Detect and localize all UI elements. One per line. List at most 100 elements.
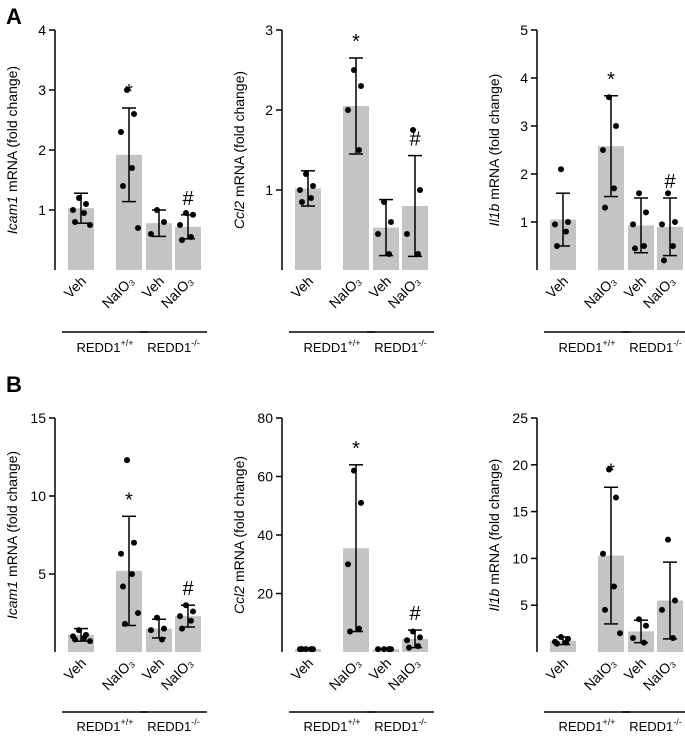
y-tick-label: 15 <box>512 504 528 520</box>
y-tick-label: 20 <box>257 586 273 602</box>
data-point <box>670 634 676 641</box>
group-label: REDD1+/+ <box>558 717 615 734</box>
y-axis-label: Il1b mRNA (fold change) <box>486 459 502 612</box>
significance-mark: * <box>607 69 615 91</box>
y-label-gene: Icam1 <box>4 581 20 619</box>
data-point <box>83 201 89 207</box>
data-point <box>415 251 421 257</box>
data-point <box>161 625 167 632</box>
y-tick-label: 2 <box>265 102 273 118</box>
y-tick-label: 1 <box>38 202 46 218</box>
data-point <box>356 625 362 632</box>
y-label-text: mRNA (fold change) <box>486 459 502 585</box>
x-tick-label: NaIO₃ <box>385 273 423 311</box>
data-point <box>177 222 183 228</box>
data-point <box>351 467 357 474</box>
group-genotype: -/- <box>673 717 682 727</box>
data-point <box>410 628 416 635</box>
y-tick-label: 10 <box>30 488 46 504</box>
bar <box>550 640 576 652</box>
group-name: REDD1 <box>374 719 418 734</box>
group-label: REDD1+/+ <box>76 717 133 734</box>
data-point <box>643 622 649 629</box>
bar <box>146 628 172 652</box>
significance-mark: # <box>182 578 194 600</box>
x-tick-label: NaIO₃ <box>581 273 619 311</box>
data-point <box>129 571 135 577</box>
significance-mark: * <box>352 31 360 53</box>
y-axis-label: Ccl2 mRNA (fold change) <box>231 71 247 229</box>
x-tick-label: Veh <box>61 273 89 301</box>
y-tick-label: 3 <box>265 22 273 38</box>
data-point <box>76 627 82 634</box>
data-point <box>636 190 642 197</box>
group-name: REDD1 <box>147 719 191 734</box>
data-point <box>356 147 362 153</box>
group-genotype: -/- <box>418 717 427 727</box>
significance-mark: # <box>409 129 421 151</box>
data-point <box>87 222 93 228</box>
data-point <box>161 219 167 225</box>
data-point <box>630 221 636 228</box>
y-tick-label: 20 <box>512 457 528 473</box>
y-label-gene: Il1b <box>486 204 502 227</box>
significance-mark: # <box>182 188 194 210</box>
data-point <box>563 639 569 646</box>
data-point <box>386 646 392 653</box>
data-point <box>636 616 642 623</box>
data-point <box>345 107 351 113</box>
group-name: REDD1 <box>558 340 602 355</box>
data-point <box>554 243 560 249</box>
x-tick-label: NaIO₃ <box>640 273 678 311</box>
x-tick-label: NaIO₃ <box>326 655 364 693</box>
y-tick-label: 5 <box>520 22 528 38</box>
data-point <box>70 207 76 213</box>
data-point <box>177 613 183 620</box>
error-bar <box>301 170 315 207</box>
data-point <box>188 234 194 240</box>
group-genotype: +/+ <box>121 338 134 348</box>
data-point <box>118 550 124 557</box>
x-tick-label: NaIO₃ <box>99 655 137 693</box>
error-bar <box>604 486 618 625</box>
x-tick-label: NaIO₃ <box>99 273 137 311</box>
data-point <box>643 209 649 216</box>
y-tick-label: 25 <box>512 410 528 426</box>
data-point <box>375 231 381 237</box>
data-point <box>308 646 314 653</box>
y-axis-label: Il1b mRNA (fold change) <box>486 74 502 227</box>
data-point <box>72 636 78 643</box>
data-point <box>404 231 410 237</box>
data-point <box>641 243 647 249</box>
panel-label: A <box>6 4 22 29</box>
data-point <box>120 183 126 189</box>
y-axis-label: Ccl2 mRNA (fold change) <box>231 456 247 614</box>
data-point <box>388 219 394 225</box>
data-point <box>358 499 364 506</box>
data-point <box>179 237 185 243</box>
group-name: REDD1 <box>303 719 347 734</box>
group-genotype: -/- <box>418 338 427 348</box>
group-genotype: -/- <box>191 717 200 727</box>
data-point <box>129 165 135 171</box>
y-tick-label: 1 <box>520 214 528 230</box>
data-point <box>120 583 126 590</box>
x-tick-label: NaIO₃ <box>326 273 364 311</box>
data-point <box>386 251 392 257</box>
group-label: REDD1-/- <box>629 338 682 355</box>
data-point <box>661 257 667 264</box>
data-point <box>124 87 130 93</box>
data-point <box>179 625 185 632</box>
data-point <box>299 646 305 653</box>
data-point <box>148 231 154 237</box>
data-point <box>613 123 619 129</box>
data-point <box>87 638 93 645</box>
y-tick-label: 60 <box>257 469 273 485</box>
y-tick-label: 2 <box>520 166 528 182</box>
significance-mark: * <box>607 460 615 482</box>
group-label: REDD1-/- <box>147 338 200 355</box>
y-label-gene: Icam1 <box>4 196 20 234</box>
group-name: REDD1 <box>303 340 347 355</box>
data-point <box>299 199 305 205</box>
data-point <box>554 640 560 647</box>
